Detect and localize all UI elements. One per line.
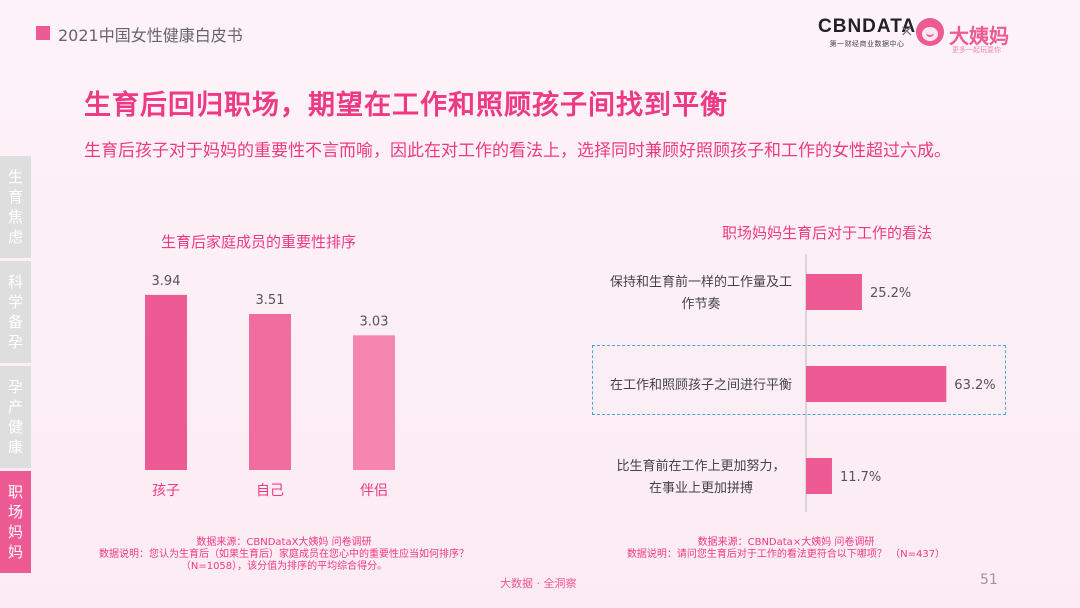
report-title: 2021中国女性健康白皮书 <box>58 26 243 45</box>
category-label: 在工作和照顾孩子之间进行平衡 <box>610 378 792 393</box>
bar <box>806 458 832 494</box>
cbndata-name: CBNDATA <box>818 16 917 37</box>
header: 2021中国女性健康白皮书 CBNDATA 第一财经商业数据中心 × 大姨妈 更… <box>0 0 1080 70</box>
left-chart-title: 生育后家庭成员的重要性排序 <box>161 233 357 251</box>
page-subtitle: 生育后孩子对于妈妈的重要性不言而喻，因此在对工作的看法上，选择同时兼顾好照顾孩子… <box>84 141 951 161</box>
bar <box>249 314 291 470</box>
side-nav-item-maternity-health[interactable]: 孕产健康 <box>0 366 31 468</box>
cbndata-tagline: 第一财经商业数据中心 <box>829 40 905 48</box>
dayima-face-icon <box>916 18 944 46</box>
page-number: 51 <box>980 572 998 588</box>
dayima-tagline: 更多一起玩耍你 <box>952 46 1001 54</box>
right-source-line: 数据来源：CBNData×大姨妈 问卷调研 <box>697 537 875 548</box>
left-source-note: 数据来源：CBNDataX大姨妈 问卷调研 数据说明：您认为生育后（如果生育后）… <box>94 537 474 573</box>
bar-value-label: 63.2% <box>954 378 995 393</box>
category-label: 保持和生育前一样的工作量及工 <box>610 274 792 290</box>
family-importance-chart: 3.94 孩子 3.51 自己 3.03 伴侣 <box>145 274 395 499</box>
right-chart-title: 职场妈妈生育后对于工作的看法 <box>722 224 933 242</box>
bar-value-label: 3.51 <box>256 293 285 308</box>
bar-value-label: 11.7% <box>840 470 881 485</box>
left-source-line: 数据说明：您认为生育后（如果生育后）家庭成员在您心中的重要性应当如何排序？ <box>99 549 469 560</box>
right-source-line: 数据说明：请问您生育后对于工作的看法更符合以下哪项？ （N=437） <box>626 549 946 560</box>
collab-times: × <box>900 21 914 40</box>
dayima-name: 大姨妈 <box>949 24 1009 48</box>
bar <box>806 274 862 310</box>
highlight-box <box>592 345 1006 415</box>
page-title: 生育后回归职场，期望在工作和照顾孩子间找到平衡 <box>84 90 728 121</box>
cbndata-logo: CBNDATA 第一财经商业数据中心 <box>818 16 916 49</box>
left-source-line: 数据来源：CBNDataX大姨妈 问卷调研 <box>196 537 372 548</box>
right-source-note: 数据来源：CBNData×大姨妈 问卷调研 数据说明：请问您生育后对于工作的看法… <box>616 537 956 561</box>
footer-slogan: 大数据 · 全洞察 <box>500 577 577 590</box>
category-label: 孩子 <box>152 483 180 499</box>
category-label: 伴侣 <box>360 483 388 499</box>
bar-value-label: 3.94 <box>152 274 181 289</box>
category-label: 自己 <box>256 483 284 499</box>
side-nav-item-fertility-anxiety[interactable]: 生育焦虑 <box>0 156 31 258</box>
left-source-line: （N=1058），该分值为排序的平均综合得分。 <box>180 561 388 572</box>
bar <box>145 294 187 470</box>
category-label: 在事业上更加拼搏 <box>649 480 753 496</box>
category-label: 比生育前在工作上更加努力， <box>616 458 785 474</box>
bar <box>806 366 947 402</box>
report-marker <box>36 26 50 40</box>
bar <box>353 335 395 470</box>
bar-value-label: 25.2% <box>870 286 911 301</box>
bar-value-label: 3.03 <box>360 314 389 329</box>
side-nav-item-working-moms[interactable]: 职场妈妈 <box>0 471 31 573</box>
category-label: 作节奏 <box>681 297 720 312</box>
side-nav: 生育焦虑 科学备孕 孕产健康 职场妈妈 <box>0 156 31 576</box>
side-nav-item-pregnancy-prep[interactable]: 科学备孕 <box>0 261 31 363</box>
